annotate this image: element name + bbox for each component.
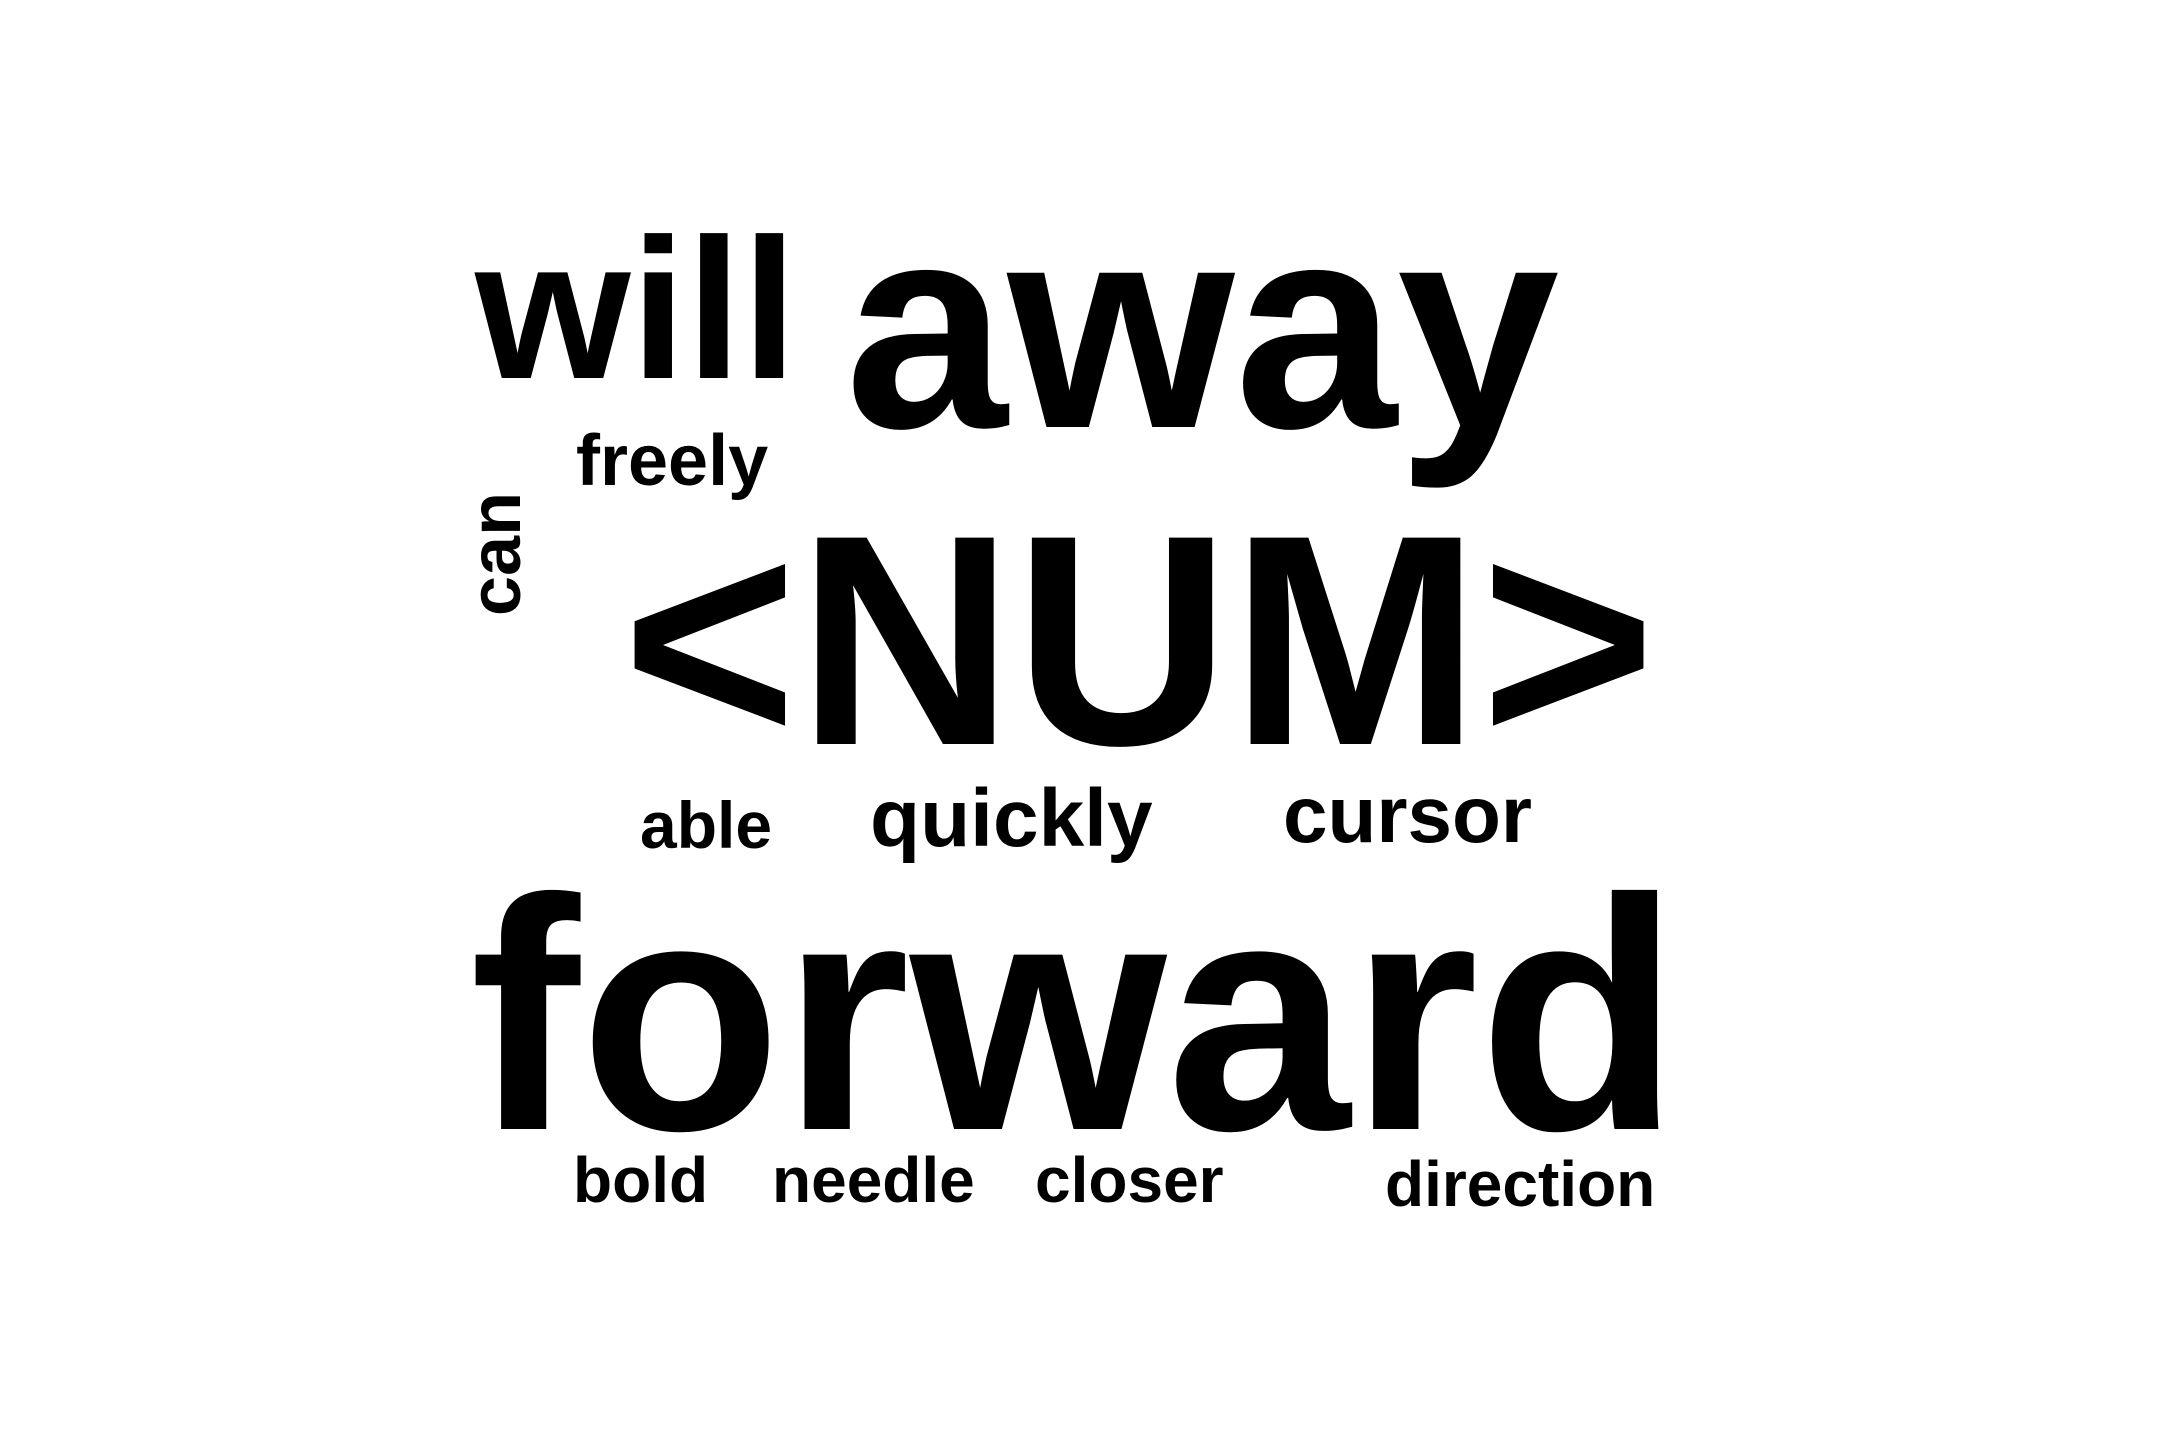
word-direction: direction — [1385, 1148, 1656, 1220]
word-needle: needle — [772, 1144, 975, 1216]
word-away: away — [845, 163, 1560, 489]
word-able: able — [640, 788, 773, 862]
word-quickly: quickly — [870, 773, 1153, 864]
word-will: will — [475, 198, 798, 421]
word-freely: freely — [576, 421, 769, 501]
word-can: can — [456, 491, 536, 616]
word-num: <NUM> — [622, 472, 1656, 808]
word-closer: closer — [1035, 1144, 1224, 1216]
word-bold: bold — [573, 1144, 709, 1216]
word-forward: forward — [470, 830, 1681, 1199]
word-cursor: cursor — [1283, 770, 1532, 859]
